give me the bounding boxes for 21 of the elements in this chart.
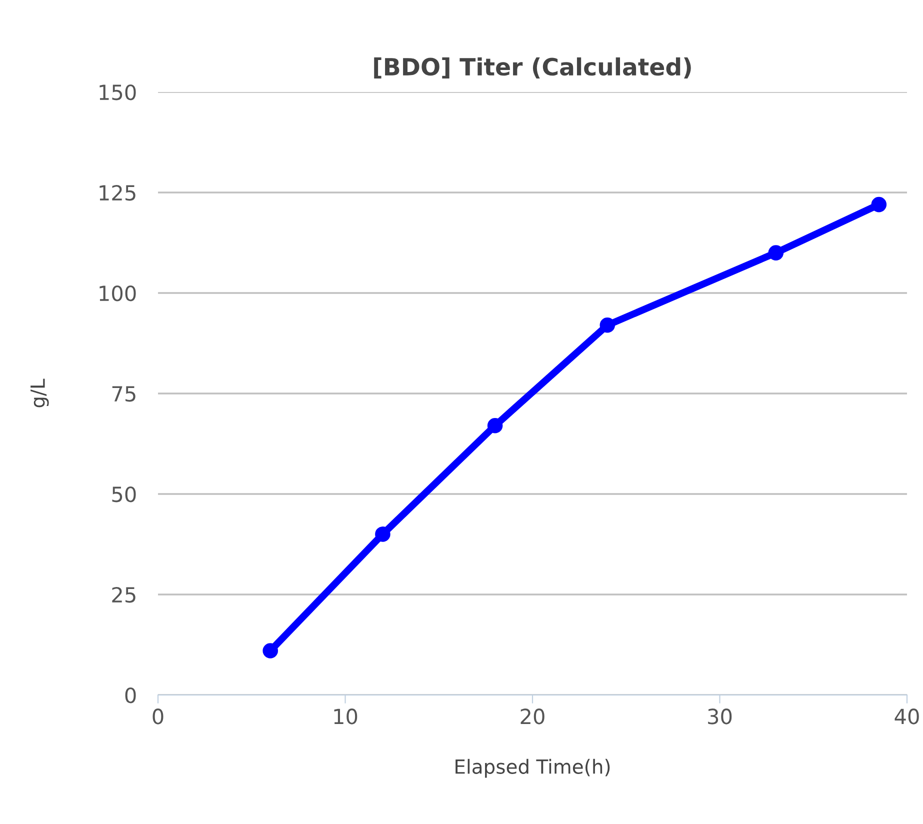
point: [262, 643, 278, 658]
x-tick-label: 30: [708, 708, 732, 724]
y-tick-label: 50: [112, 486, 136, 502]
y-tick-label: 0: [125, 687, 136, 704]
point: [600, 318, 616, 333]
x-tick-label: 0: [152, 708, 164, 724]
y-axis-title: g/L: [30, 378, 49, 408]
point: [375, 526, 390, 542]
y-tick-label: 150: [100, 84, 136, 100]
x-tick-label: 40: [894, 708, 919, 724]
x-tick-label: 20: [520, 708, 544, 724]
point: [768, 245, 784, 260]
y-tick-label: 75: [112, 386, 136, 402]
y-tick-label: 125: [100, 184, 136, 201]
y-tick-label: 25: [112, 586, 136, 603]
point: [487, 418, 503, 434]
point: [871, 196, 887, 212]
chart-title: [BDO] Titer (Calculated): [374, 57, 691, 78]
x-axis-title: Elapsed Time(h): [456, 758, 610, 778]
x-tick-label: 10: [334, 708, 358, 724]
y-tick-label: 100: [100, 285, 136, 302]
